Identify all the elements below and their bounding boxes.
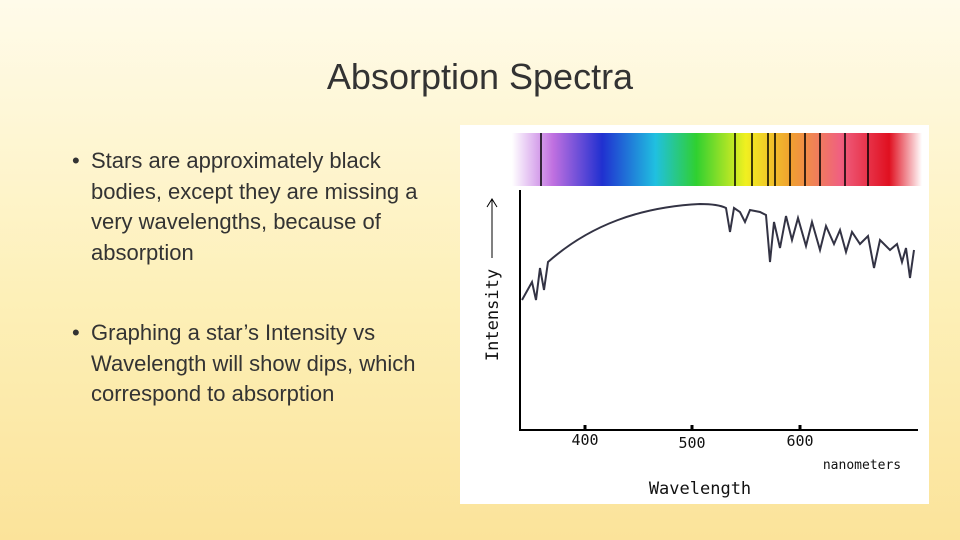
- bullet-list: Stars are approximately black bodies, ex…: [70, 146, 440, 410]
- bullet: Stars are approximately black bodies, ex…: [70, 146, 440, 268]
- tick-marks: [583, 425, 802, 431]
- unit-label: nanometers: [823, 458, 901, 473]
- y-arrow: [486, 198, 498, 258]
- slide-title: Absorption Spectra: [326, 56, 634, 97]
- tick-label: 500: [678, 434, 705, 452]
- tick-label: 400: [571, 431, 598, 449]
- spectrum-strip: [512, 133, 922, 186]
- bullet: Graphing a star’s Intensity vs Wavelengt…: [70, 318, 440, 410]
- x-label: Wavelength: [649, 479, 751, 499]
- figure-background: [460, 125, 929, 504]
- tick-label: 600: [786, 432, 813, 450]
- y-label: Intensity: [483, 269, 503, 361]
- absorption-lines: [540, 133, 869, 186]
- spectrum-curve: [521, 202, 915, 301]
